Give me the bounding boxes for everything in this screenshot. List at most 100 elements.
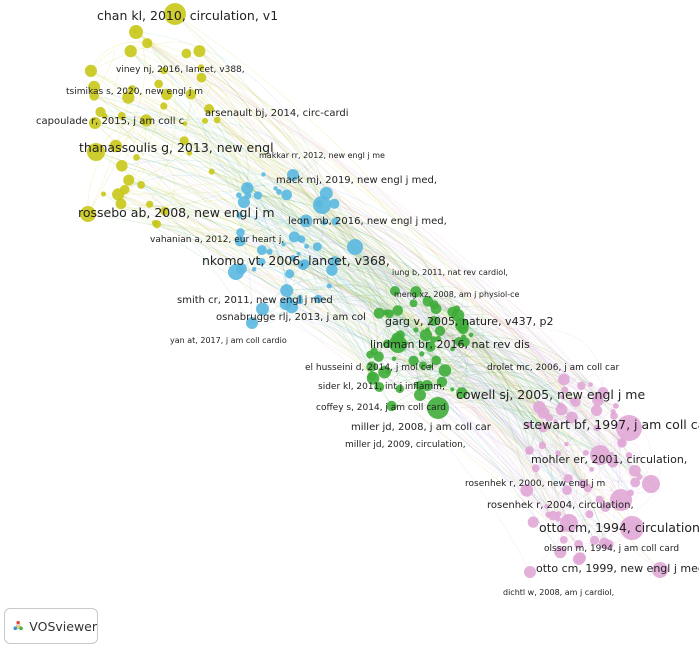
- node-label-drolet[interactable]: drolet mc, 2006, j am coll car: [487, 363, 620, 373]
- network-node[interactable]: [367, 371, 377, 381]
- network-node[interactable]: [563, 473, 573, 484]
- network-node[interactable]: [281, 189, 293, 201]
- network-node[interactable]: [296, 297, 304, 305]
- network-node[interactable]: [593, 424, 601, 432]
- node-label-garg[interactable]: garg v, 2005, nature, v437, p2: [385, 315, 554, 328]
- network-node[interactable]: [251, 266, 257, 272]
- vosviewer-logo-badge[interactable]: VOSviewer: [4, 608, 98, 644]
- network-node[interactable]: [630, 477, 641, 488]
- node-label-otto1999[interactable]: otto cm, 1999, new engl j med,: [536, 562, 699, 575]
- network-node[interactable]: [610, 409, 616, 415]
- network-node[interactable]: [538, 441, 547, 450]
- node-label-miller2008[interactable]: miller jd, 2008, j am coll car: [351, 422, 491, 433]
- network-node[interactable]: [186, 150, 193, 156]
- node-label-stewart[interactable]: stewart bf, 1997, j am coll ca: [523, 417, 699, 432]
- node-label-viney[interactable]: viney nj, 2016, lancet, v388,: [116, 65, 245, 75]
- network-node[interactable]: [154, 79, 163, 89]
- network-node[interactable]: [562, 485, 572, 496]
- network-node[interactable]: [373, 307, 385, 319]
- network-node[interactable]: [273, 186, 278, 191]
- network-node[interactable]: [590, 445, 610, 465]
- node-label-rosenhek2004[interactable]: rosenhek r, 2004, circulation,: [487, 500, 634, 511]
- network-node[interactable]: [129, 25, 143, 39]
- network-node[interactable]: [197, 64, 205, 71]
- network-node[interactable]: [418, 361, 428, 370]
- network-node[interactable]: [553, 419, 558, 424]
- network-node[interactable]: [533, 400, 546, 414]
- network-node[interactable]: [620, 516, 644, 540]
- network-node[interactable]: [520, 483, 534, 497]
- network-node[interactable]: [119, 184, 130, 195]
- network-node[interactable]: [256, 302, 269, 316]
- network-node[interactable]: [427, 364, 433, 369]
- network-node[interactable]: [531, 464, 540, 473]
- network-node[interactable]: [146, 200, 154, 208]
- network-node[interactable]: [616, 415, 642, 441]
- network-node[interactable]: [89, 90, 100, 101]
- network-node[interactable]: [228, 264, 244, 280]
- node-label-iung[interactable]: iung b, 2011, nat rev cardiol,: [392, 268, 508, 277]
- network-node[interactable]: [140, 114, 153, 127]
- node-label-dichtl[interactable]: dichtl w, 2008, am j cardiol,: [503, 588, 615, 597]
- network-node[interactable]: [313, 196, 331, 214]
- node-label-makkar[interactable]: makkar rr, 2012, new engl j me: [259, 151, 385, 160]
- network-node[interactable]: [313, 294, 323, 304]
- node-label-smith[interactable]: smith cr, 2011, new engl j med: [177, 295, 333, 306]
- network-node[interactable]: [280, 284, 294, 298]
- network-node[interactable]: [161, 88, 173, 101]
- network-node[interactable]: [256, 245, 267, 256]
- network-node[interactable]: [594, 392, 604, 402]
- network-node[interactable]: [276, 188, 282, 195]
- network-node[interactable]: [415, 380, 425, 391]
- network-node[interactable]: [617, 438, 627, 448]
- network-node[interactable]: [329, 198, 340, 209]
- network-node[interactable]: [386, 400, 397, 412]
- network-node[interactable]: [80, 206, 96, 222]
- network-node[interactable]: [589, 535, 600, 545]
- network-node[interactable]: [117, 112, 126, 120]
- network-node[interactable]: [430, 303, 442, 315]
- network-node[interactable]: [564, 441, 569, 447]
- network-node[interactable]: [450, 387, 455, 392]
- network-node[interactable]: [560, 394, 565, 399]
- network-node[interactable]: [204, 104, 214, 114]
- network-node[interactable]: [560, 514, 578, 532]
- network-node[interactable]: [408, 355, 419, 366]
- node-label-rosenhek2000[interactable]: rosenhek r, 2000, new engl j m: [465, 479, 606, 489]
- network-node[interactable]: [609, 451, 614, 457]
- node-label-nkomo[interactable]: nkomo vt, 2006, lancet, v368,: [202, 253, 390, 268]
- network-node[interactable]: [548, 510, 558, 521]
- network-node[interactable]: [409, 299, 418, 308]
- network-node[interactable]: [288, 231, 300, 243]
- network-node[interactable]: [419, 329, 433, 342]
- network-node[interactable]: [438, 364, 452, 377]
- network-node[interactable]: [410, 286, 422, 298]
- network-node[interactable]: [588, 382, 593, 387]
- network-node[interactable]: [414, 389, 426, 401]
- network-node[interactable]: [527, 516, 539, 528]
- network-node[interactable]: [582, 449, 589, 456]
- network-node[interactable]: [428, 315, 440, 327]
- network-node[interactable]: [257, 257, 266, 266]
- network-node[interactable]: [583, 483, 592, 493]
- node-label-vahanian[interactable]: vahanian a, 2012, eur heart j,: [150, 235, 285, 245]
- network-node[interactable]: [525, 449, 532, 455]
- network-node[interactable]: [287, 169, 299, 181]
- network-node[interactable]: [544, 504, 550, 510]
- network-node[interactable]: [557, 402, 564, 409]
- network-node[interactable]: [612, 402, 619, 409]
- network-node[interactable]: [151, 219, 158, 227]
- network-node[interactable]: [392, 305, 404, 316]
- network-node[interactable]: [185, 89, 197, 100]
- network-node[interactable]: [413, 327, 419, 333]
- network-node[interactable]: [160, 66, 168, 75]
- network-node[interactable]: [88, 80, 101, 93]
- network-node[interactable]: [128, 85, 137, 94]
- network-node[interactable]: [87, 143, 105, 161]
- network-node[interactable]: [289, 255, 297, 262]
- network-node[interactable]: [390, 286, 400, 296]
- network-node[interactable]: [164, 3, 186, 25]
- network-node[interactable]: [566, 411, 578, 424]
- network-node[interactable]: [574, 539, 584, 549]
